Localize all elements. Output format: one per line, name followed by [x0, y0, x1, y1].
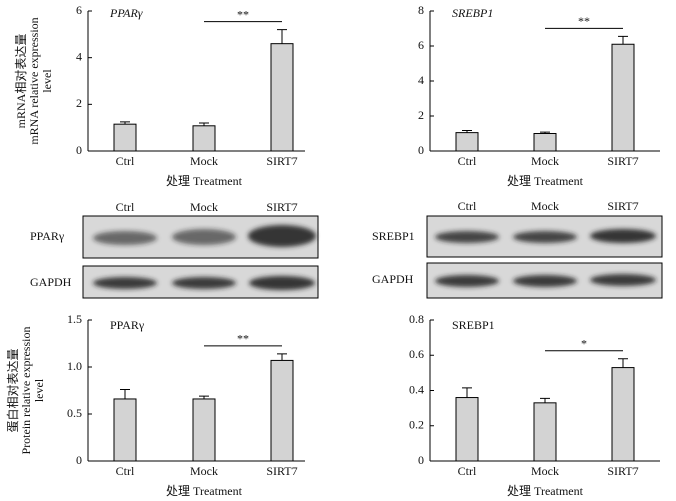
row-label: GAPDH: [372, 272, 414, 286]
row-label: PPARγ: [30, 229, 65, 243]
y-tick-label: 2: [418, 108, 424, 122]
x-tick-label: Ctrl: [116, 154, 135, 168]
y-tick-label: 0.4: [409, 382, 424, 396]
lane-label: Ctrl: [458, 199, 477, 213]
y-tick-label: 0.8: [409, 312, 424, 326]
x-tick-label: SIRT7: [266, 154, 297, 168]
error-bar: [199, 395, 209, 399]
chart-title: SREBP1: [452, 318, 495, 332]
error-bar: [199, 122, 209, 126]
y-tick-label: 0: [418, 143, 424, 157]
x-tick-label: SIRT7: [607, 464, 638, 478]
y-axis-label: mRNA相对表达量: [14, 34, 28, 129]
y-tick-label: 2: [76, 96, 82, 110]
x-tick-label: Mock: [531, 154, 559, 168]
bar: [455, 397, 479, 462]
significance-label: **: [578, 14, 590, 28]
bar: [192, 398, 216, 462]
y-tick-label: 0.5: [67, 406, 82, 420]
y-tick-label: 0: [76, 143, 82, 157]
y-axis-label: 蛋白相对表达量: [5, 348, 20, 432]
error-bar: [462, 387, 472, 398]
y-axis-label: Protein relative expression: [19, 327, 33, 455]
bar: [192, 125, 216, 152]
bar: [611, 43, 635, 152]
x-axis-label: 处理 Treatment: [166, 174, 243, 188]
lane-label: Mock: [190, 200, 218, 214]
bands: [93, 225, 316, 247]
bar: [455, 132, 479, 152]
chart-title: PPARγ: [109, 6, 143, 20]
error-bar: [120, 121, 130, 125]
y-tick-label: 4: [418, 73, 424, 87]
y-tick-label: 0: [418, 453, 424, 467]
bar: [270, 359, 294, 462]
blot-left: Ctrl Mock SIRT7 PPARγ GAPDH: [30, 200, 319, 299]
row-label: GAPDH: [30, 275, 72, 289]
error-bar: [540, 397, 550, 403]
y-tick-label: 6: [418, 38, 424, 52]
bands: [435, 274, 656, 287]
bar: [270, 43, 294, 152]
blot-right: Ctrl Mock SIRT7 SREBP1 GAPDH: [372, 199, 663, 299]
chart-title: PPARγ: [110, 318, 145, 332]
row-label: SREBP1: [372, 229, 415, 243]
x-tick-label: Ctrl: [458, 154, 477, 168]
x-tick-label: Mock: [531, 464, 559, 478]
lane-label: Mock: [531, 199, 559, 213]
bar: [611, 367, 635, 462]
y-tick-label: 0: [76, 453, 82, 467]
y-axis-label: level: [40, 69, 54, 93]
lane-label: Ctrl: [116, 200, 135, 214]
x-tick-label: Ctrl: [116, 464, 135, 478]
error-bar: [277, 353, 287, 361]
y-tick-label: 0.2: [409, 418, 424, 432]
error-bar: [540, 131, 550, 134]
lane-label: SIRT7: [607, 199, 638, 213]
error-bar: [277, 29, 287, 44]
bands: [93, 276, 315, 290]
y-axis-label: level: [32, 378, 46, 402]
x-tick-label: SIRT7: [607, 154, 638, 168]
bar: [113, 123, 137, 152]
y-tick-label: 4: [76, 49, 82, 63]
x-tick-label: Mock: [190, 464, 218, 478]
bar: [113, 398, 137, 462]
chart-title: SREBP1: [452, 6, 493, 20]
y-tick-label: 1.0: [67, 359, 82, 373]
y-tick-label: 1.5: [67, 312, 82, 326]
error-bar: [120, 389, 130, 399]
x-tick-label: Mock: [190, 154, 218, 168]
x-axis-label: 处理 Treatment: [166, 484, 243, 498]
lane-label: SIRT7: [266, 200, 297, 214]
bar: [533, 133, 557, 152]
error-bar: [462, 130, 472, 133]
error-bar: [618, 358, 628, 368]
y-axis-label: mRNA relative expression: [27, 17, 41, 144]
bar: [533, 402, 557, 462]
significance-label: *: [581, 337, 587, 351]
y-tick-label: 0.6: [409, 347, 424, 361]
x-axis-label: 处理 Treatment: [507, 174, 584, 188]
error-bar: [618, 35, 628, 45]
y-tick-label: 6: [76, 3, 82, 17]
y-tick-label: 8: [418, 3, 424, 17]
x-tick-label: SIRT7: [266, 464, 297, 478]
x-axis-label: 处理 Treatment: [507, 484, 584, 498]
significance-label: **: [237, 7, 249, 21]
bands: [435, 229, 656, 243]
significance-label: **: [237, 332, 249, 346]
x-tick-label: Ctrl: [458, 464, 477, 478]
